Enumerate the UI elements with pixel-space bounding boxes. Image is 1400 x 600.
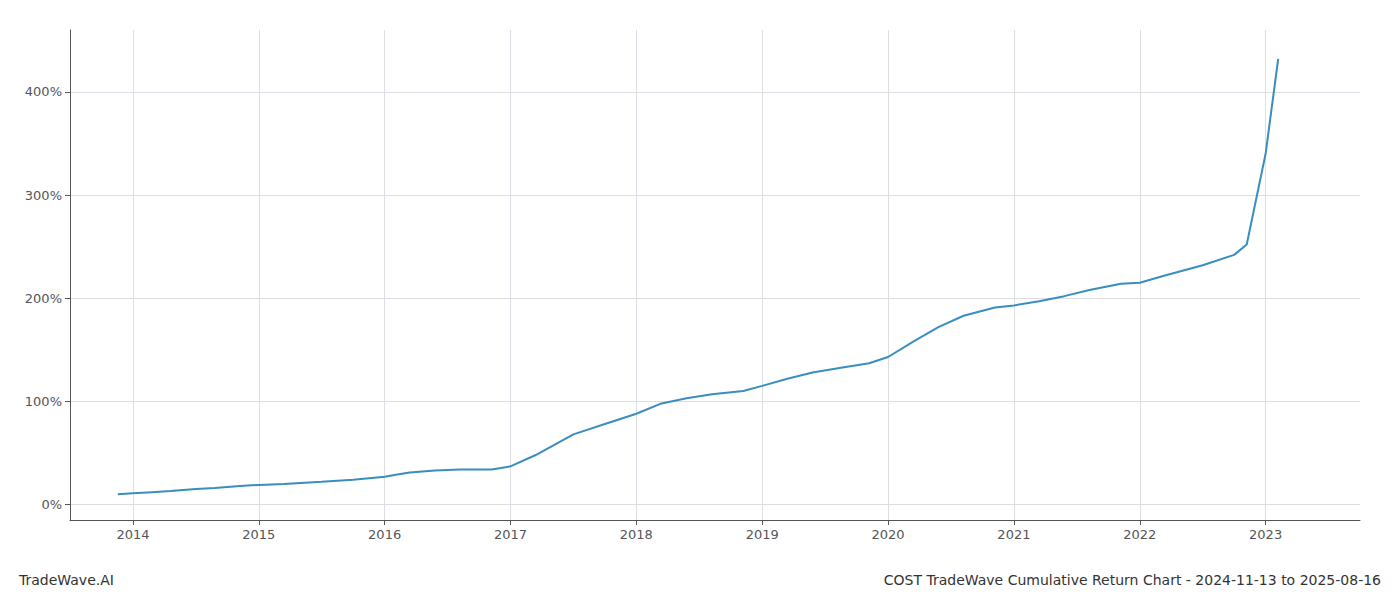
svg-text:2021: 2021 <box>997 527 1030 542</box>
svg-text:400%: 400% <box>25 84 62 99</box>
svg-text:2015: 2015 <box>242 527 275 542</box>
svg-text:2018: 2018 <box>620 527 653 542</box>
svg-text:2017: 2017 <box>494 527 527 542</box>
svg-text:200%: 200% <box>25 291 62 306</box>
svg-text:2016: 2016 <box>368 527 401 542</box>
svg-text:2022: 2022 <box>1123 527 1156 542</box>
svg-text:2020: 2020 <box>872 527 905 542</box>
svg-text:2019: 2019 <box>746 527 779 542</box>
svg-text:TradeWave.AI: TradeWave.AI <box>18 572 114 588</box>
svg-text:2014: 2014 <box>116 527 149 542</box>
svg-text:100%: 100% <box>25 394 62 409</box>
svg-text:0%: 0% <box>41 497 62 512</box>
svg-text:2023: 2023 <box>1249 527 1282 542</box>
svg-text:300%: 300% <box>25 188 62 203</box>
svg-text:COST TradeWave Cumulative Retu: COST TradeWave Cumulative Return Chart -… <box>884 572 1381 588</box>
